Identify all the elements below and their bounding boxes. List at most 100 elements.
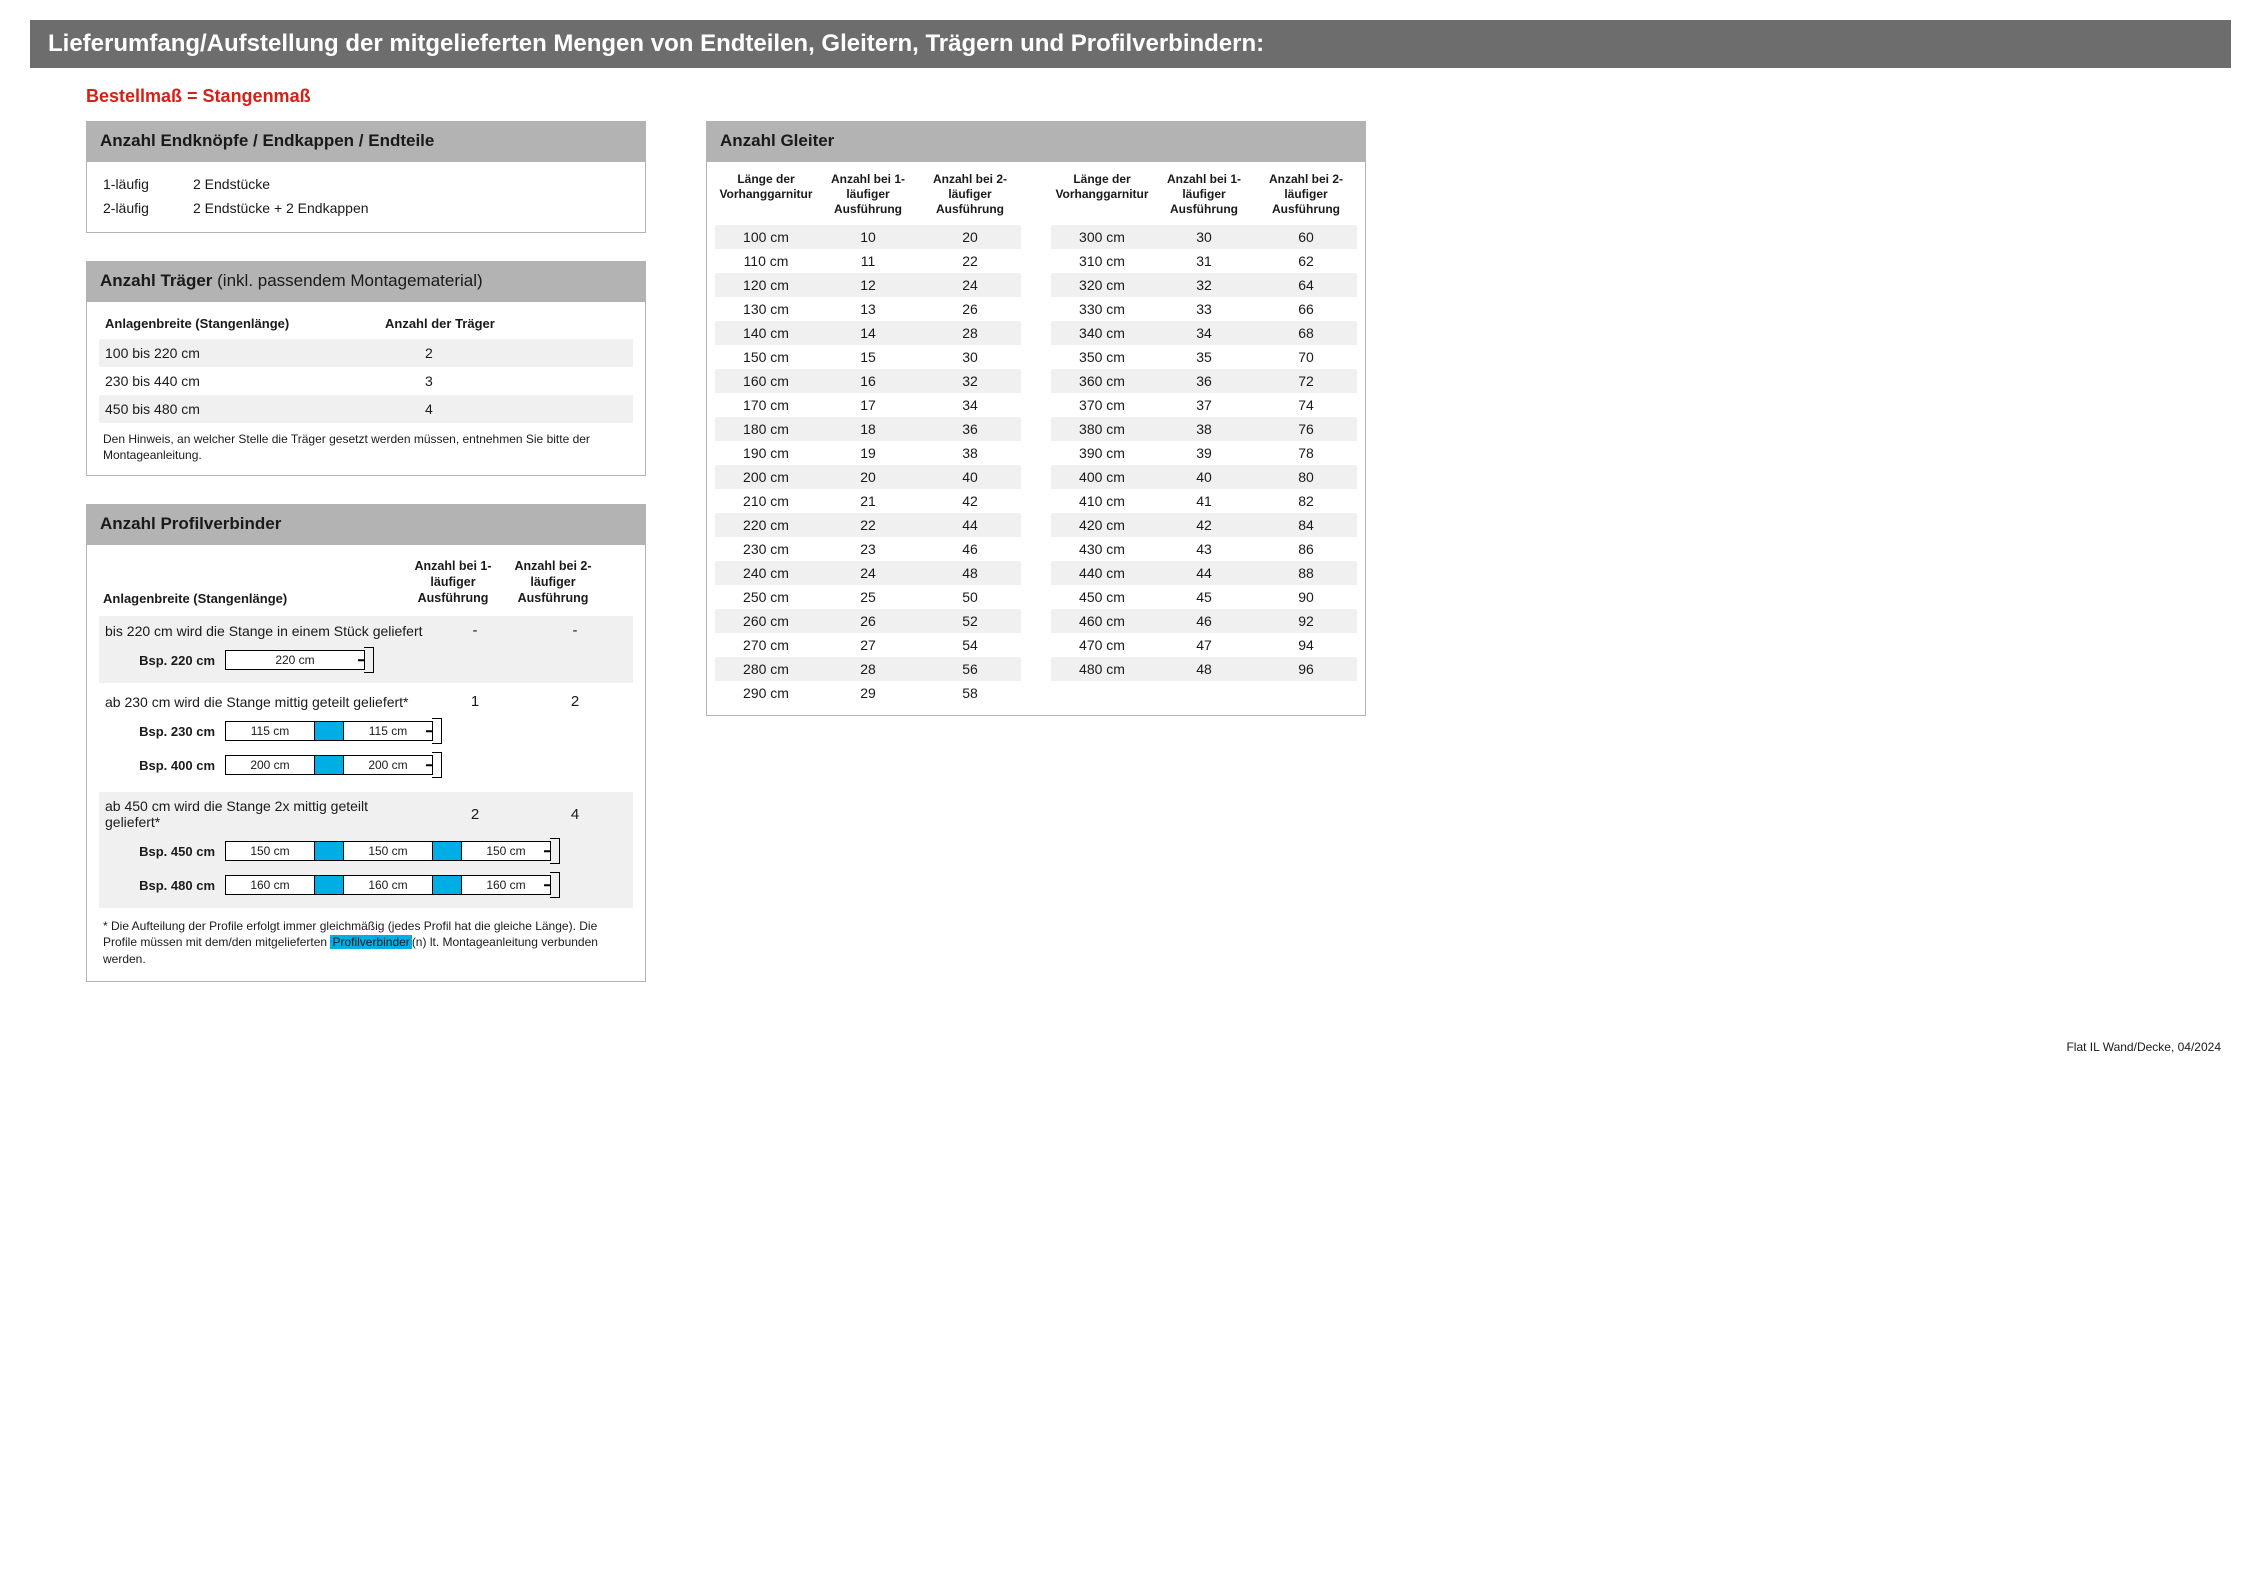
gleiter-count-2: 60 [1255,229,1357,245]
pv-count-2: 2 [525,693,625,710]
pv-segment: 115 cm [343,721,433,741]
gleiter-row: 450 cm4590 [1051,585,1357,609]
pv-count-1: - [425,622,525,639]
traeger-range: 100 bis 220 cm [105,345,385,361]
gleiter-count-2: 54 [919,637,1021,653]
traeger-row: 230 bis 440 cm3 [99,367,633,395]
gleiter-row: 400 cm4080 [1051,465,1357,489]
endteile-row: 1-läufig2 Endstücke [99,172,633,196]
gleiter-count-2: 30 [919,349,1021,365]
gleiter-row: 160 cm1632 [715,369,1021,393]
gleiter-row: 360 cm3672 [1051,369,1357,393]
gleiter-row: 260 cm2652 [715,609,1021,633]
gleiter-count-1: 18 [817,421,919,437]
gleiter-head-1: Anzahl bei 1-läufiger Ausführung [817,172,919,217]
traeger-title-light: (inkl. passendem Montagematerial) [212,271,482,290]
gleiter-row: 170 cm1734 [715,393,1021,417]
pv-segment: 115 cm [225,721,315,741]
gleiter-row: 190 cm1938 [715,441,1021,465]
pv-example-row: Bsp. 220 cm220 cm [105,647,627,673]
gleiter-count-2: 84 [1255,517,1357,533]
pv-segment: 160 cm [461,875,551,895]
gleiter-length: 150 cm [715,349,817,365]
pv-section-text: ab 450 cm wird die Stange 2x mittig gete… [105,798,425,830]
traeger-row: 100 bis 220 cm2 [99,339,633,367]
gleiter-count-2: 32 [919,373,1021,389]
gleiter-count-1: 20 [817,469,919,485]
gleiter-length: 330 cm [1051,301,1153,317]
gleiter-count-2: 34 [919,397,1021,413]
gleiter-count-1: 32 [1153,277,1255,293]
gleiter-head-length: Länge der Vorhang­garnitur [715,172,817,217]
endteile-row: 2-läufig2 Endstücke + 2 Endkappen [99,196,633,220]
endteile-col-type: 1-läufig [103,176,193,192]
gleiter-count-2: 26 [919,301,1021,317]
gleiter-head-2: Anzahl bei 2-läufiger Ausführung [919,172,1021,217]
pv-footnote-highlight: Profilverbinder [330,935,411,949]
endcap-icon [432,752,442,778]
gleiter-row: 180 cm1836 [715,417,1021,441]
endcap-icon [550,838,560,864]
gleiter-count-2: 90 [1255,589,1357,605]
traeger-head-b: Anzahl der Träger [385,316,627,331]
gleiter-count-2: 96 [1255,661,1357,677]
endteile-col-value: 2 Endstücke [193,176,629,192]
gleiter-length: 420 cm [1051,517,1153,533]
gleiter-count-1: 48 [1153,661,1255,677]
gleiter-count-1: 43 [1153,541,1255,557]
gleiter-length: 440 cm [1051,565,1153,581]
pv-example-row: Bsp. 400 cm200 cm200 cm [105,752,627,778]
traeger-count: 3 [385,373,627,389]
gleiter-length: 350 cm [1051,349,1153,365]
gleiter-count-1: 45 [1153,589,1255,605]
gleiter-count-1: 21 [817,493,919,509]
gleiter-count-2: 20 [919,229,1021,245]
gleiter-count-2: 86 [1255,541,1357,557]
pv-bar-diagram: 220 cm [225,647,374,673]
gleiter-count-1: 23 [817,541,919,557]
gleiter-count-1: 28 [817,661,919,677]
pv-head-b: Anzahl bei 1-läufiger Ausführung [403,559,503,606]
gleiter-length: 220 cm [715,517,817,533]
subtitle: Bestellmaß = Stangenmaß [86,86,2231,107]
gleiter-count-1: 40 [1153,469,1255,485]
gleiter-count-2: 46 [919,541,1021,557]
pv-segment: 200 cm [343,755,433,775]
gleiter-row: 120 cm1224 [715,273,1021,297]
gleiter-count-2: 50 [919,589,1021,605]
gleiter-count-2: 66 [1255,301,1357,317]
gleiter-count-1: 42 [1153,517,1255,533]
pv-segment: 200 cm [225,755,315,775]
gleiter-count-1: 29 [817,685,919,701]
gleiter-count-1: 16 [817,373,919,389]
gleiter-length: 100 cm [715,229,817,245]
gleiter-count-1: 46 [1153,613,1255,629]
gleiter-count-2: 28 [919,325,1021,341]
gleiter-row: 280 cm2856 [715,657,1021,681]
pv-example-row: Bsp. 450 cm150 cm150 cm150 cm [105,838,627,864]
gleiter-length: 200 cm [715,469,817,485]
connector-icon [315,721,343,741]
gleiter-row: 200 cm2040 [715,465,1021,489]
gleiter-count-1: 24 [817,565,919,581]
pv-section-text: bis 220 cm wird die Stange in einem Stüc… [105,623,425,639]
gleiter-count-2: 94 [1255,637,1357,653]
gleiter-row: 140 cm1428 [715,321,1021,345]
gleiter-row: 220 cm2244 [715,513,1021,537]
gleiter-row: 440 cm4488 [1051,561,1357,585]
gleiter-head-1: Anzahl bei 1-läufiger Ausführung [1153,172,1255,217]
panel-traeger: Anzahl Träger (inkl. passendem Montagema… [86,261,646,476]
pv-bar-diagram: 150 cm150 cm150 cm [225,838,560,864]
pv-example-label: Bsp. 220 cm [125,653,225,668]
gleiter-length: 460 cm [1051,613,1153,629]
gleiter-count-2: 42 [919,493,1021,509]
endteile-col-type: 2-läufig [103,200,193,216]
gleiter-count-1: 19 [817,445,919,461]
gleiter-length: 170 cm [715,397,817,413]
pv-title: Anzahl Profilverbinder [86,504,646,544]
gleiter-count-2: 58 [919,685,1021,701]
gleiter-length: 480 cm [1051,661,1153,677]
traeger-title-bold: Anzahl Träger [100,271,212,290]
gleiter-count-2: 40 [919,469,1021,485]
gleiter-length: 110 cm [715,253,817,269]
